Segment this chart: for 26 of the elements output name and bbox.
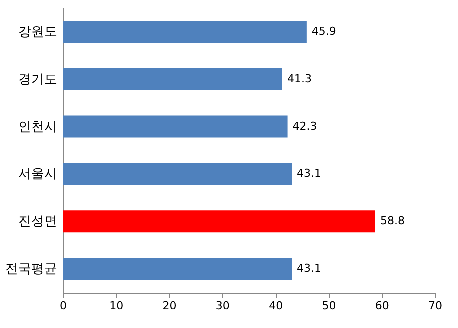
y-tick-label: 인천시 xyxy=(18,120,58,135)
data-label: 43.1 xyxy=(297,262,322,276)
bar xyxy=(63,258,292,280)
x-tick-label: 10 xyxy=(110,300,124,312)
y-tick-label: 강원도 xyxy=(18,24,58,40)
x-tick-label: 60 xyxy=(375,300,390,312)
bar xyxy=(63,163,292,186)
x-tick-label: 50 xyxy=(322,300,336,312)
x-tick-label: 40 xyxy=(269,300,284,312)
y-tick-label: 전국평균 xyxy=(6,262,58,278)
x-tick-label: 70 xyxy=(428,300,442,312)
bar xyxy=(63,116,288,138)
y-tick-label: 경기도 xyxy=(18,72,58,88)
data-label: 41.3 xyxy=(287,72,312,86)
x-tick-label: 30 xyxy=(216,300,230,312)
bar xyxy=(63,20,307,43)
data-label: 45.9 xyxy=(312,24,336,38)
y-tick-label: 서울시 xyxy=(18,167,58,182)
bar xyxy=(63,68,282,90)
data-label: 43.1 xyxy=(297,167,322,180)
x-tick-label: 0 xyxy=(60,300,67,312)
bar xyxy=(63,210,376,233)
x-tick-label: 20 xyxy=(162,300,177,312)
y-tick-label: 진성면 xyxy=(18,214,58,230)
data-label: 58.8 xyxy=(380,214,405,228)
data-label: 42.3 xyxy=(292,120,318,133)
